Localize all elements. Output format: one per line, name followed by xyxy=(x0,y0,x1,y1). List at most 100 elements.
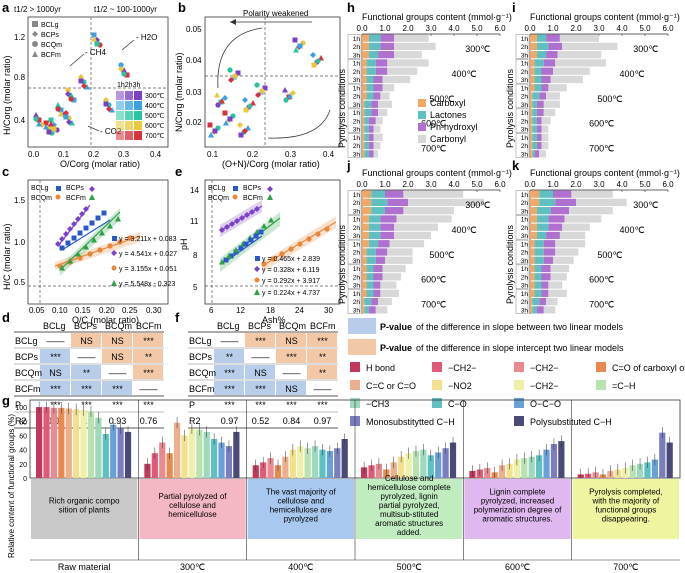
panel-label-g: g xyxy=(2,393,10,408)
i-bar-segment xyxy=(532,117,537,125)
b-point xyxy=(311,62,317,68)
h-bar-segment xyxy=(368,133,374,141)
fg-legend-label: O−C−O xyxy=(530,399,561,409)
fg-legend-label: C−O xyxy=(448,399,467,409)
k-bar-segment xyxy=(548,289,567,297)
a-heatmap-legend: 1h2h3h 300℃ 400℃ 500℃ 600℃ 700℃ xyxy=(116,82,165,140)
g-ytick: 60 xyxy=(19,433,27,440)
a-point xyxy=(106,106,112,112)
g-stage-note-line: pyrolyzed xyxy=(284,515,318,524)
f-cell-bg xyxy=(307,333,337,347)
j-bar-segment xyxy=(371,297,379,306)
k-bar-segment xyxy=(546,297,558,306)
h-temp-label: 400℃ xyxy=(451,69,476,79)
j-bar-segment xyxy=(371,207,385,215)
table-f: BCLg BCPs BCQm BCFm BCLg —— *** NS *** BCPs ** —— **… xyxy=(188,321,338,429)
j-bar-segment xyxy=(378,240,390,248)
d-row-label-2: BCQm xyxy=(15,368,42,378)
e-point xyxy=(223,257,229,263)
a-point xyxy=(109,107,115,113)
fg-legend-label: −CH2− xyxy=(448,363,477,373)
g-bar xyxy=(368,465,375,478)
h-bar-segment xyxy=(380,34,395,42)
d-cell: —— xyxy=(109,368,127,378)
f-cell: NS xyxy=(254,368,267,378)
k-hour-label: 3h xyxy=(521,233,529,240)
h-legend-carboxyl: Carboxyl xyxy=(430,98,466,108)
f-cell: *** xyxy=(255,336,266,346)
f-cell: 0.97 xyxy=(221,416,239,426)
b-point xyxy=(222,95,228,101)
i-bar-segment xyxy=(530,75,535,84)
b-point xyxy=(290,90,296,96)
i-bar-segment xyxy=(541,125,549,133)
a-point xyxy=(68,92,74,98)
a-point xyxy=(91,32,97,38)
d-cell: ** xyxy=(83,368,91,378)
g-bar xyxy=(95,417,102,478)
e-point xyxy=(261,223,267,229)
k-bar-segment xyxy=(530,215,537,223)
b-arc-top xyxy=(217,27,263,89)
j-bar-segment xyxy=(385,190,404,198)
i-temp-label: 400℃ xyxy=(619,69,644,79)
h-hour-label: 2h xyxy=(353,94,361,101)
j-bar-segment xyxy=(368,223,381,231)
c-legend-ps-mark xyxy=(89,186,95,192)
h-xtick: 2.0 xyxy=(402,24,414,33)
h-bar-segment xyxy=(368,42,381,51)
k-bar-segment xyxy=(534,248,544,256)
k-bar-segment xyxy=(530,297,533,306)
j-bar-segment xyxy=(408,198,484,207)
h-bar-segment xyxy=(380,42,395,51)
i-bar-segment xyxy=(530,150,533,158)
panel-g-chart: 0 20 40 60 80 100 Rich organic compo sition of … xyxy=(7,399,681,572)
a-point xyxy=(118,66,124,72)
j-hour-label: 1h xyxy=(353,192,361,199)
f-header-3: BCFm xyxy=(310,321,336,331)
j-xtick: 6.0 xyxy=(494,180,506,189)
c-point xyxy=(75,216,81,222)
f-row-label-1: BCPs xyxy=(189,352,213,362)
i-group-box xyxy=(515,83,529,109)
fg-legend-label: Polysubstituted C−H xyxy=(530,417,612,427)
g-bar xyxy=(110,424,117,478)
j-bar-segment xyxy=(380,281,397,289)
a-arrow-ch4 xyxy=(69,53,85,67)
c-xtick-2: 0.15 xyxy=(75,306,91,315)
i-title: Functional groups content (mmol·g⁻¹) xyxy=(530,12,680,22)
d-row-label-5: R2 xyxy=(15,416,27,426)
h-bar-segment xyxy=(362,117,365,125)
g-bar xyxy=(405,453,412,478)
panel-b: Polarity weakened 0.1 0.2 0.3 0.4 0.02 0… xyxy=(174,9,341,169)
c-point xyxy=(77,255,83,261)
g-bar xyxy=(304,448,311,478)
j-hour-label: 3h xyxy=(353,308,361,315)
i-bar-segment xyxy=(562,42,618,51)
panel-label-e: e xyxy=(175,164,182,179)
a-annot-co2: - CO2 xyxy=(100,127,122,136)
k-bar-segment xyxy=(543,256,553,264)
a-heat-500: 500℃ xyxy=(145,113,165,120)
f-cell: *** xyxy=(224,400,235,410)
k-bar-segment xyxy=(541,289,549,297)
g-bar xyxy=(87,411,95,478)
panel-c: BCLg BCPs BCQm BCFm y = 3.211x + 0.083 y… xyxy=(2,179,177,325)
a-point xyxy=(84,84,90,90)
a-point xyxy=(103,101,109,107)
h-bar-segment xyxy=(394,51,422,59)
k-bar-segment xyxy=(553,256,574,264)
panel-label-h: h xyxy=(347,0,355,15)
b-point xyxy=(242,97,248,103)
g-stage-note-line: polymerization degree of xyxy=(474,506,562,515)
a-legend-ps: BCPs xyxy=(41,32,59,39)
i-bar-segment xyxy=(541,133,549,141)
i-bar-segment xyxy=(536,141,542,150)
g-bar xyxy=(188,428,196,478)
c-point xyxy=(65,240,71,246)
c-plot-frame xyxy=(27,179,169,305)
i-hour-label: 3h xyxy=(521,152,529,159)
c-point xyxy=(71,235,77,241)
f-cell-bg xyxy=(214,349,244,363)
c-ylabel: H/C (molar ratio) xyxy=(2,223,12,290)
